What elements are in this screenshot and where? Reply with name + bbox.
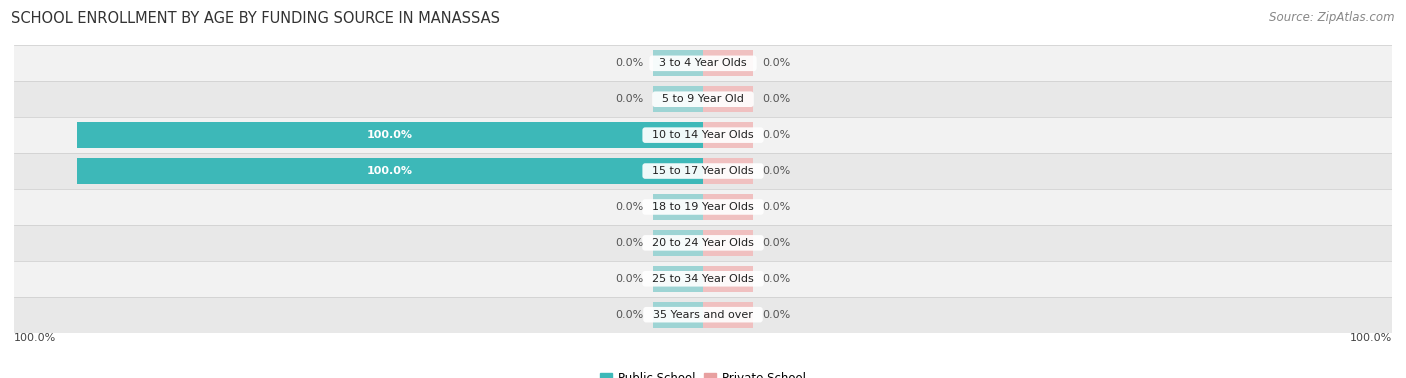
Text: 3 to 4 Year Olds: 3 to 4 Year Olds bbox=[652, 58, 754, 68]
Text: 0.0%: 0.0% bbox=[762, 130, 790, 140]
Text: Source: ZipAtlas.com: Source: ZipAtlas.com bbox=[1270, 11, 1395, 24]
Text: 5 to 9 Year Old: 5 to 9 Year Old bbox=[655, 94, 751, 104]
Bar bbox=[703, 194, 754, 220]
Bar bbox=[652, 86, 703, 112]
Bar bbox=[652, 50, 703, 76]
Bar bbox=[77, 158, 703, 184]
Text: 100.0%: 100.0% bbox=[1350, 333, 1392, 342]
Text: 0.0%: 0.0% bbox=[616, 238, 644, 248]
Bar bbox=[703, 122, 754, 148]
Text: 25 to 34 Year Olds: 25 to 34 Year Olds bbox=[645, 274, 761, 284]
Bar bbox=[703, 230, 754, 256]
Bar bbox=[14, 45, 1392, 81]
Bar bbox=[14, 117, 1392, 153]
Text: 0.0%: 0.0% bbox=[616, 94, 644, 104]
Bar bbox=[703, 50, 754, 76]
Text: SCHOOL ENROLLMENT BY AGE BY FUNDING SOURCE IN MANASSAS: SCHOOL ENROLLMENT BY AGE BY FUNDING SOUR… bbox=[11, 11, 501, 26]
Bar bbox=[14, 261, 1392, 297]
Text: 18 to 19 Year Olds: 18 to 19 Year Olds bbox=[645, 202, 761, 212]
Bar bbox=[652, 266, 703, 292]
Text: 0.0%: 0.0% bbox=[762, 202, 790, 212]
Bar bbox=[652, 302, 703, 328]
Text: 0.0%: 0.0% bbox=[616, 310, 644, 320]
Text: 0.0%: 0.0% bbox=[762, 238, 790, 248]
Bar bbox=[652, 194, 703, 220]
Text: 100.0%: 100.0% bbox=[367, 166, 413, 176]
Bar bbox=[703, 158, 754, 184]
Bar bbox=[703, 266, 754, 292]
Text: 10 to 14 Year Olds: 10 to 14 Year Olds bbox=[645, 130, 761, 140]
Text: 0.0%: 0.0% bbox=[616, 274, 644, 284]
Bar bbox=[703, 302, 754, 328]
Legend: Public School, Private School: Public School, Private School bbox=[595, 367, 811, 378]
Text: 100.0%: 100.0% bbox=[367, 130, 413, 140]
Bar bbox=[703, 86, 754, 112]
Text: 0.0%: 0.0% bbox=[762, 166, 790, 176]
Bar bbox=[14, 81, 1392, 117]
Text: 20 to 24 Year Olds: 20 to 24 Year Olds bbox=[645, 238, 761, 248]
Text: 0.0%: 0.0% bbox=[762, 58, 790, 68]
Bar bbox=[14, 225, 1392, 261]
Text: 0.0%: 0.0% bbox=[616, 202, 644, 212]
Text: 0.0%: 0.0% bbox=[762, 94, 790, 104]
Bar bbox=[14, 297, 1392, 333]
Text: 100.0%: 100.0% bbox=[14, 333, 56, 342]
Text: 0.0%: 0.0% bbox=[762, 274, 790, 284]
Bar bbox=[652, 230, 703, 256]
Text: 15 to 17 Year Olds: 15 to 17 Year Olds bbox=[645, 166, 761, 176]
Bar bbox=[14, 189, 1392, 225]
Text: 35 Years and over: 35 Years and over bbox=[647, 310, 759, 320]
Bar bbox=[77, 122, 703, 148]
Bar bbox=[14, 153, 1392, 189]
Text: 0.0%: 0.0% bbox=[762, 310, 790, 320]
Text: 0.0%: 0.0% bbox=[616, 58, 644, 68]
